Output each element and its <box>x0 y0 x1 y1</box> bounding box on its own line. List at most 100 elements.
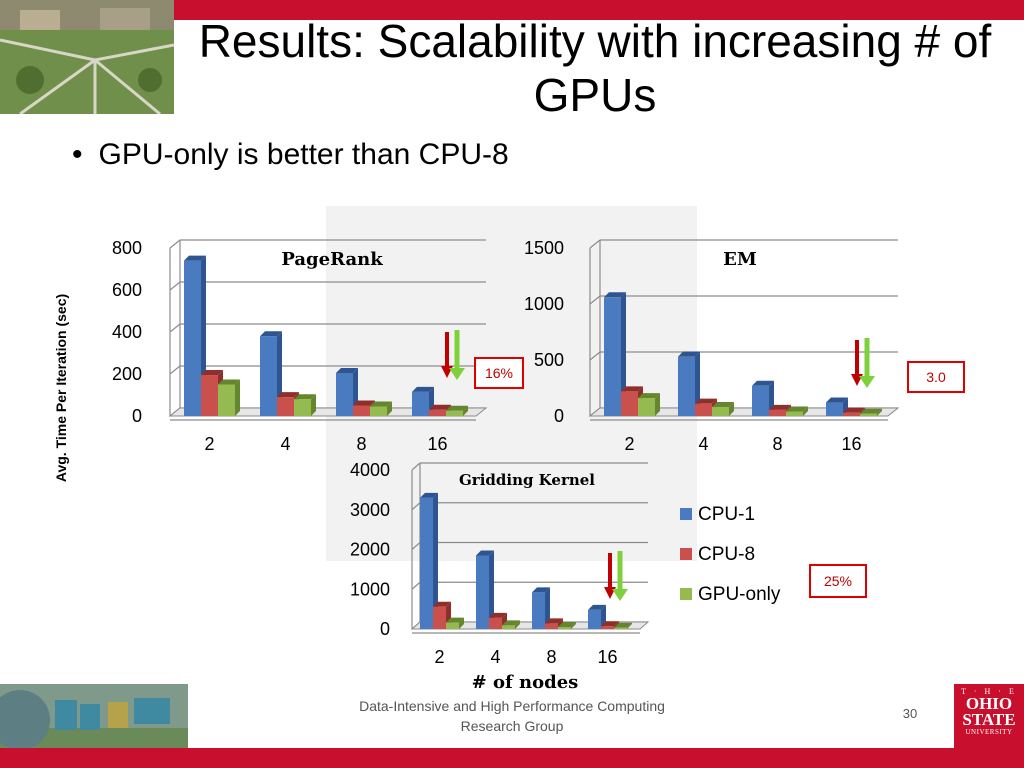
bar-side-face <box>877 408 882 416</box>
legend-swatch <box>680 508 692 520</box>
bar-cpu-8 <box>545 623 558 629</box>
bar-top-face <box>184 255 206 261</box>
y-tick-label: 200 <box>112 364 142 384</box>
bar-cpu-1 <box>588 609 601 629</box>
bar-top-face <box>826 397 848 403</box>
bar-top-face <box>476 550 494 556</box>
bar-side-face <box>571 622 576 629</box>
university-logo: T · H · E OHIO STATE UNIVERSITY <box>954 684 1024 748</box>
bar-top-face <box>860 408 882 414</box>
y-tick-label: 2000 <box>350 540 390 560</box>
y-tick-label: 500 <box>534 350 564 370</box>
bar-gpu-only <box>218 384 235 416</box>
x-tick-label: 2 <box>624 434 634 454</box>
bar-top-face <box>218 379 240 385</box>
bar-top-face <box>712 402 734 408</box>
bar-cpu-8 <box>433 606 446 629</box>
logo-line-1: T · H · E <box>961 687 1017 696</box>
red-down-arrow-icon <box>604 587 616 599</box>
bar-top-face <box>446 405 468 411</box>
bar-side-face <box>387 401 392 416</box>
gridline-side <box>589 351 601 361</box>
bar-top-face <box>336 367 358 373</box>
bar-top-face <box>843 407 865 413</box>
bar-cpu-1 <box>420 497 433 629</box>
x-tick-label: 4 <box>698 434 708 454</box>
sculpture-logo <box>0 684 188 748</box>
bar-top-face <box>769 404 791 410</box>
bar-cpu-1 <box>336 372 353 416</box>
bar-side-face <box>433 492 438 629</box>
bar-side-face <box>545 587 550 629</box>
bar-cpu-1 <box>752 385 769 416</box>
gridline-side <box>411 581 421 590</box>
page-number: 30 <box>902 706 918 721</box>
y-tick-label: 0 <box>554 406 564 426</box>
y-tick-label: 3000 <box>350 500 390 520</box>
bar-side-face <box>803 406 808 416</box>
bar-top-face <box>621 386 643 392</box>
bar-side-face <box>515 620 520 629</box>
bar-top-face <box>277 392 299 398</box>
x-tick-label: 16 <box>427 434 447 454</box>
bar-side-face <box>695 351 700 416</box>
bar-top-face <box>412 386 434 392</box>
annotation-label: 3.0 <box>926 369 946 385</box>
bar-top-face <box>429 404 451 410</box>
bar-top-face <box>558 622 576 628</box>
bar-gpu-only <box>502 625 515 629</box>
bar-side-face <box>489 550 494 629</box>
bar-top-face <box>601 621 619 627</box>
bar-top-face <box>446 617 464 623</box>
chart-title: EM <box>723 249 757 270</box>
x-tick-label: 8 <box>546 647 556 667</box>
gridline-side <box>411 502 421 511</box>
bar-gpu-only <box>294 399 311 416</box>
bar-top-face <box>752 380 774 386</box>
bar-cpu-1 <box>260 336 277 416</box>
bar-cpu-1 <box>532 592 545 629</box>
bar-cpu-1 <box>184 260 201 416</box>
bar-top-face <box>433 601 451 607</box>
x-tick-label: 4 <box>280 434 290 454</box>
chart-title: Gridding Kernel <box>459 471 595 489</box>
top-accent-bar <box>0 0 1024 20</box>
bar-top-face <box>695 398 717 404</box>
bar-cpu-8 <box>201 375 218 416</box>
bar-side-face <box>463 405 468 416</box>
gridline-side <box>169 365 181 375</box>
bar-top-face <box>786 406 808 412</box>
bar-top-face <box>489 612 507 618</box>
bar-top-face <box>420 492 438 498</box>
bar-side-face <box>627 622 632 629</box>
bar-top-face <box>638 393 660 399</box>
bottom-accent-bar <box>0 748 1024 768</box>
bar-cpu-1 <box>476 555 489 629</box>
bar-top-face <box>588 604 606 610</box>
bullet-dot-icon: • <box>72 138 83 171</box>
bar-cpu-8 <box>277 397 294 416</box>
logo-line-state: STATE <box>962 710 1016 729</box>
gridline-side <box>411 542 421 550</box>
x-tick-label: 16 <box>597 647 617 667</box>
red-down-arrow-icon <box>851 374 863 386</box>
green-down-arrow-icon <box>612 589 628 601</box>
bar-side-face <box>311 394 316 416</box>
y-tick-label: 0 <box>132 406 142 426</box>
chart-title: PageRank <box>281 249 383 270</box>
gridline-side <box>589 295 601 305</box>
bar-cpu-8 <box>769 409 786 416</box>
annotation-box <box>809 564 867 598</box>
y-tick-label: 1000 <box>524 294 564 314</box>
bar-side-face <box>655 393 660 416</box>
bar-cpu-1 <box>604 297 621 416</box>
bar-cpu-8 <box>353 405 370 416</box>
bullet-text: GPU-only is better than CPU-8 <box>98 138 509 171</box>
bar-top-face <box>353 400 375 406</box>
y-tick-label: 400 <box>112 322 142 342</box>
bar-cpu-8 <box>695 403 712 416</box>
y-tick-label: 800 <box>112 238 142 258</box>
bar-gpu-only <box>638 398 655 416</box>
gridline-side <box>169 281 181 291</box>
gridline-side <box>411 462 421 471</box>
